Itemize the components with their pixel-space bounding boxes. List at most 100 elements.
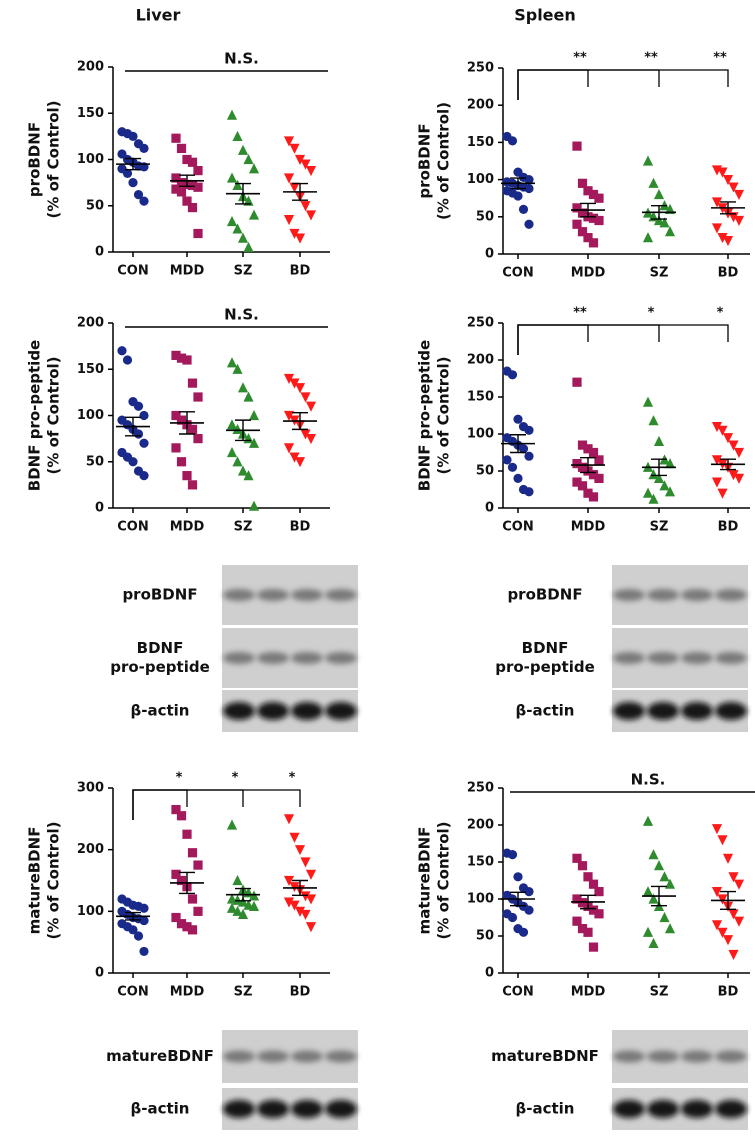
y-axis-label: BDNF pro-peptide: [26, 340, 44, 491]
y-tick-label: 200: [77, 842, 104, 857]
data-point: [664, 203, 676, 214]
data-point: [283, 814, 295, 825]
y-tick-label: 0: [485, 501, 494, 516]
y-tick-label: 100: [77, 152, 104, 167]
data-point: [717, 894, 728, 905]
data-point: [187, 378, 198, 388]
data-point: [577, 481, 588, 491]
x-tick-label: SZ: [234, 520, 253, 535]
data-point: [733, 189, 745, 200]
data-point: [193, 182, 203, 192]
data-point: [594, 193, 604, 203]
data-point: [171, 443, 181, 453]
blot-band: [681, 702, 713, 720]
blot-band: [257, 702, 289, 720]
data-point: [653, 860, 665, 871]
data-point: [187, 894, 198, 904]
data-point: [524, 219, 534, 229]
data-point: [226, 109, 238, 120]
data-point: [283, 373, 295, 385]
data-point: [171, 410, 181, 421]
data-point: [588, 213, 599, 223]
error-bar: [235, 887, 251, 902]
data-point: [139, 915, 149, 926]
data-point: [305, 922, 317, 933]
y-tick-label: 250: [467, 61, 494, 76]
data-point: [226, 357, 238, 368]
significance-label: **: [573, 306, 587, 321]
data-point: [237, 382, 249, 393]
data-point: [305, 869, 317, 880]
data-point: [588, 447, 599, 458]
data-point: [187, 925, 198, 935]
data-point: [226, 902, 238, 913]
y-tick-label: 150: [467, 390, 494, 405]
y-tick-label: 200: [467, 98, 494, 113]
blot-band: [223, 702, 255, 720]
error-bar: [720, 890, 736, 911]
blot-band: [325, 1050, 357, 1063]
blot-band: [257, 589, 289, 601]
blot-band: [223, 1050, 255, 1063]
significance-label: **: [573, 51, 587, 66]
data-point: [226, 419, 238, 430]
data-point: [187, 480, 198, 490]
data-point: [133, 401, 144, 411]
y-tick-label: 100: [77, 904, 104, 919]
blot-label: β-actin: [516, 1100, 575, 1118]
x-tick-label: MDD: [170, 264, 205, 279]
data-point: [139, 143, 149, 153]
error-bar: [179, 411, 195, 435]
data-point: [722, 175, 734, 186]
blot-band: [613, 1100, 645, 1118]
data-point: [583, 233, 593, 243]
data-point: [722, 433, 734, 444]
x-tick-label: MDD: [571, 985, 606, 1000]
data-point: [305, 434, 317, 445]
data-point: [289, 452, 300, 463]
data-point: [588, 942, 599, 952]
data-point: [502, 455, 512, 465]
y-axis-label: (% of Control): [45, 821, 63, 939]
data-point: [653, 435, 665, 446]
data-point: [289, 228, 300, 240]
data-point: [300, 201, 311, 212]
blot-label: matureBDNF: [491, 1047, 599, 1065]
y-tick-label: 200: [77, 60, 104, 75]
data-point: [717, 488, 728, 499]
y-tick-label: 150: [77, 362, 104, 377]
x-tick-label: CON: [117, 520, 148, 535]
data-point: [237, 908, 249, 920]
x-tick-label: MDD: [170, 520, 205, 535]
y-tick-label: 0: [485, 247, 494, 262]
blot-band: [647, 589, 679, 601]
data-point: [182, 922, 192, 932]
blot-band: [291, 1100, 323, 1118]
data-point: [248, 163, 260, 174]
blot-band: [223, 589, 255, 601]
data-point: [524, 887, 534, 897]
x-tick-label: CON: [502, 520, 533, 535]
blot-band: [257, 1050, 289, 1063]
data-point: [133, 190, 144, 200]
error-bar: [235, 182, 251, 205]
x-tick-label: BD: [718, 985, 739, 1000]
data-point: [305, 401, 317, 412]
y-tick-label: 250: [467, 781, 494, 796]
data-point: [711, 455, 723, 466]
blot-band: [681, 1050, 713, 1063]
data-point: [139, 946, 149, 957]
data-point: [171, 869, 181, 879]
data-point: [117, 346, 127, 356]
data-point: [518, 927, 529, 937]
error-bar: [179, 871, 195, 895]
data-point: [128, 457, 138, 467]
error-bar: [292, 879, 308, 896]
blot-band: [715, 1050, 747, 1063]
significance-label: **: [644, 51, 658, 66]
data-point: [237, 896, 249, 907]
data-point: [648, 469, 659, 480]
data-point: [122, 355, 133, 365]
data-point: [648, 415, 659, 426]
x-tick-label: CON: [502, 985, 533, 1000]
